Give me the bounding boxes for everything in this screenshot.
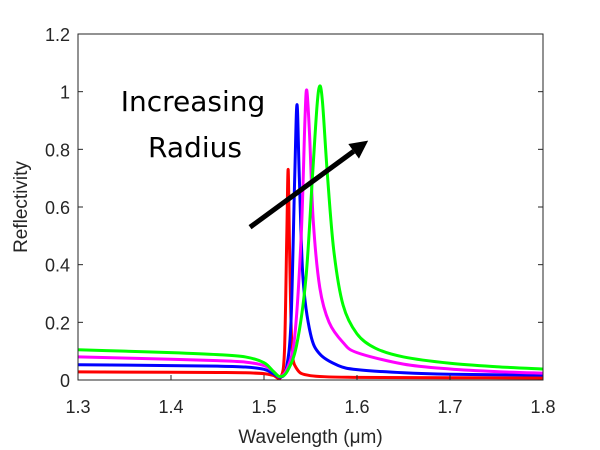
x-axis-ticks: 1.3 1.4 1.5 1.6 1.7 1.8 <box>65 375 556 417</box>
x-tick-label: 1.8 <box>530 397 555 417</box>
series-green-line <box>77 84 544 379</box>
y-tick-label: 0.8 <box>45 140 70 160</box>
y-tick-label: 0 <box>60 371 70 391</box>
y-axis-ticks: 0 0.2 0.4 0.6 0.8 1 1.2 <box>45 25 543 391</box>
y-tick-label: 1 <box>60 83 70 103</box>
series-magenta-line <box>77 88 544 379</box>
increasing-radius-arrow <box>248 140 369 230</box>
y-tick-label: 0.6 <box>45 198 70 218</box>
y-tick-label: 0.4 <box>45 256 70 276</box>
x-tick-label: 1.4 <box>158 397 183 417</box>
series-blue-line <box>77 103 544 379</box>
annotation-line-2: Radius <box>148 131 242 164</box>
y-axis-label: Reflectivity <box>11 161 32 253</box>
y-tick-label: 1.2 <box>45 25 70 45</box>
x-axis-label: Wavelength (μm) <box>238 427 382 448</box>
y-tick-label: 0.2 <box>45 313 70 333</box>
x-tick-label: 1.3 <box>65 397 90 417</box>
arrow-shaft <box>248 149 356 230</box>
x-tick-label: 1.7 <box>437 397 462 417</box>
annotation-line-1: Increasing <box>121 85 266 118</box>
x-tick-label: 1.6 <box>344 397 369 417</box>
curves-layer <box>77 84 544 381</box>
x-tick-label: 1.5 <box>251 397 276 417</box>
arrow-head <box>348 140 369 159</box>
series-red-line <box>77 168 544 381</box>
